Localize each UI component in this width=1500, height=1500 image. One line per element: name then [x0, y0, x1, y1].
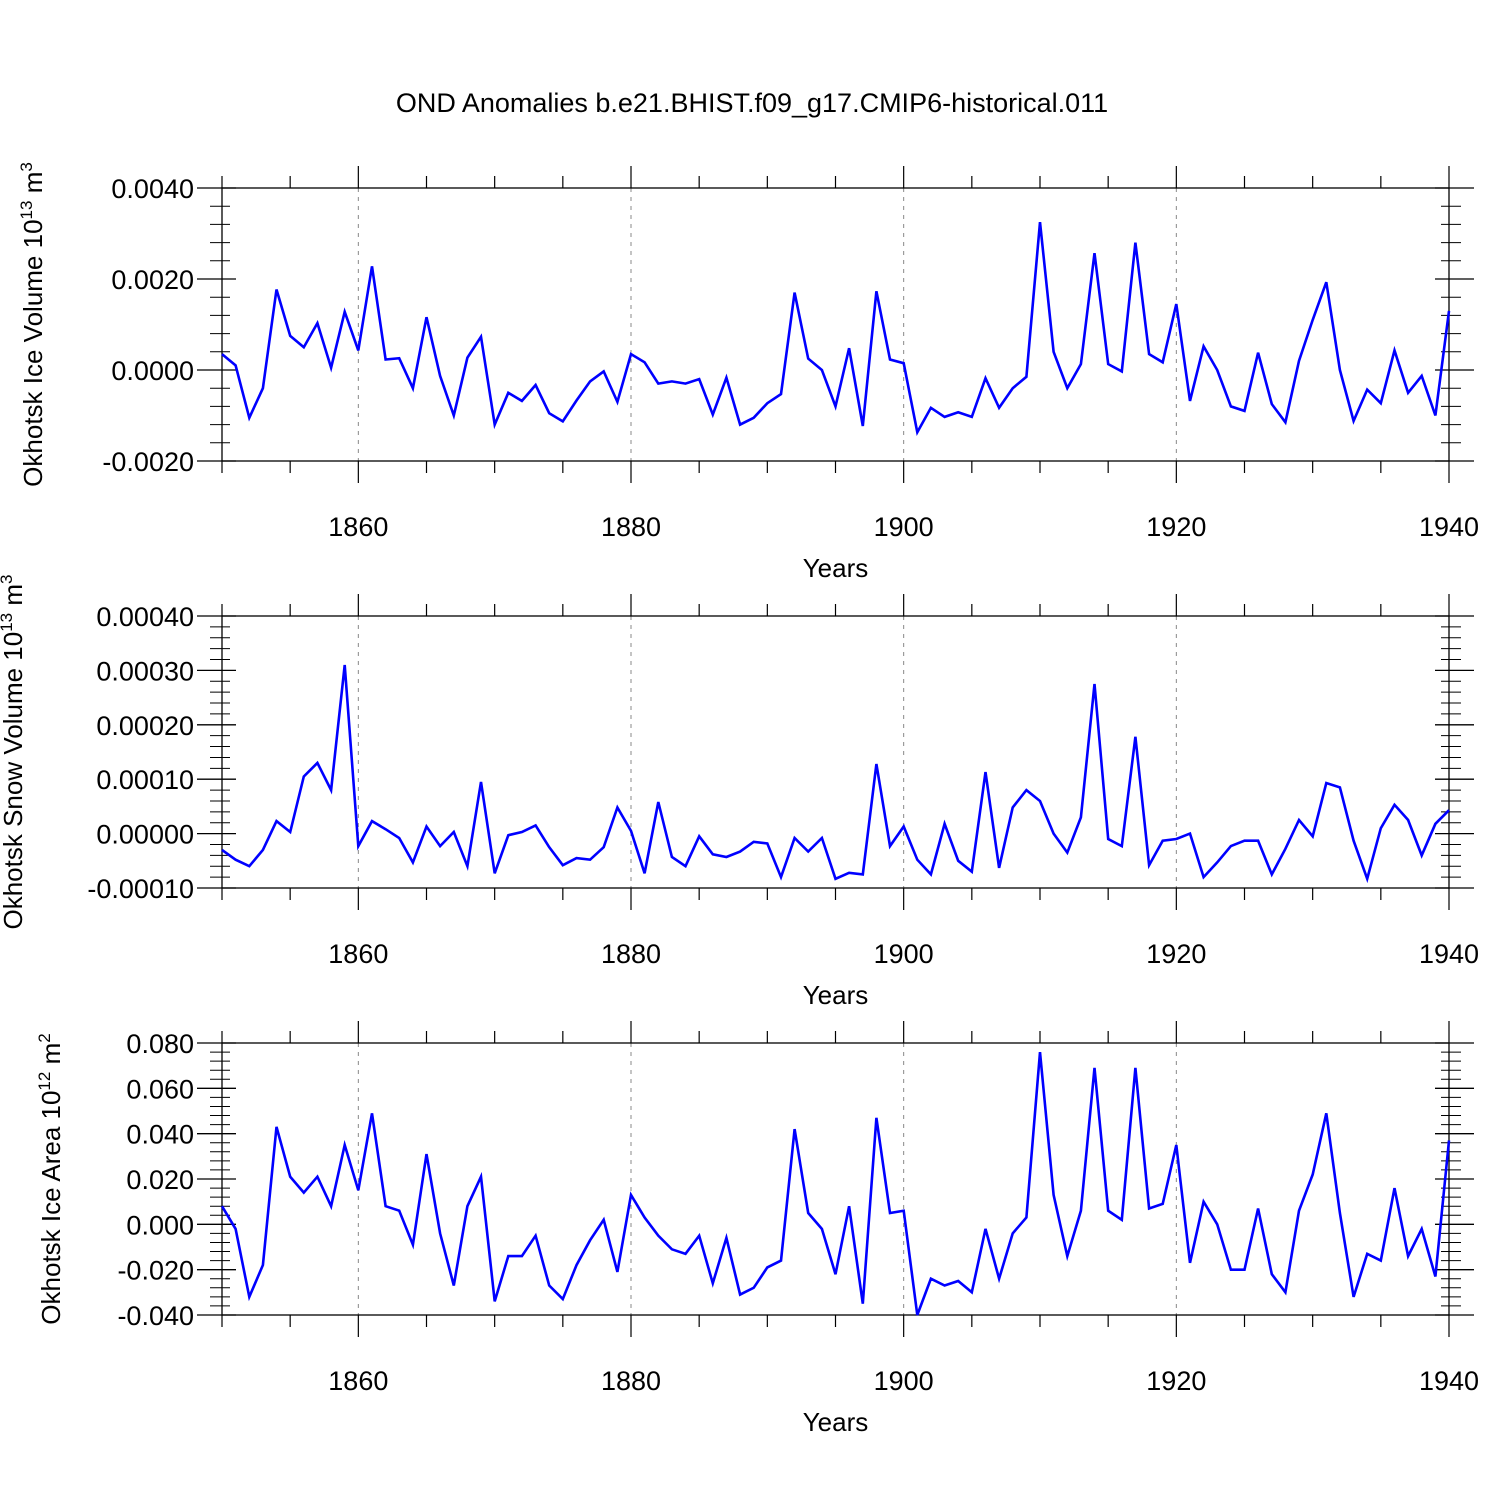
y-tick-label: 0.0000 — [111, 356, 194, 386]
chart-panel-2: -0.00010 0.00000 0.00010 0.00020 0.00030 0.00… — [0, 575, 1479, 1011]
x-tick-label: 1860 — [328, 512, 388, 542]
y-tick-label: 0.00010 — [96, 765, 194, 795]
x-tick-label: 1880 — [601, 939, 661, 969]
x-tick-label: 1940 — [1419, 1366, 1479, 1396]
y-tick-label: -0.040 — [117, 1301, 194, 1331]
y-axis-label: Okhotsk Snow Volume 1013 m3 — [0, 575, 28, 930]
y-tick-label: 0.00040 — [96, 602, 194, 632]
y-tick-label: 0.00000 — [96, 820, 194, 850]
plot-frame — [221, 187, 1450, 462]
y-tick-label: -0.0020 — [102, 447, 194, 477]
x-tick-label: 1940 — [1419, 939, 1479, 969]
chart-panel-3: -0.040 -0.020 0.000 0.020 0.040 0.060 0.080 186… — [35, 1021, 1479, 1437]
y-tick-label: 0.060 — [126, 1074, 194, 1104]
y-tick-label: -0.00010 — [87, 874, 194, 904]
x-tick-label: 1880 — [601, 1366, 661, 1396]
y-axis-label: Okhotsk Ice Volume 1013 m3 — [17, 162, 48, 487]
y-tick-label: 0.0020 — [111, 265, 194, 295]
y-tick-label: 0.00020 — [96, 711, 194, 741]
x-axis-label: Years — [803, 1407, 869, 1437]
x-tick-label: 1860 — [328, 939, 388, 969]
x-tick-label: 1920 — [1146, 1366, 1206, 1396]
plot-frame — [221, 615, 1450, 889]
y-tick-label: 0.080 — [126, 1029, 194, 1059]
x-tick-label: 1860 — [328, 1366, 388, 1396]
series-line — [221, 221, 1451, 437]
chart-panel-1: -0.0020 0.0000 0.0020 0.0040 1860 1880 1900 192… — [17, 162, 1479, 583]
y-tick-label: -0.020 — [117, 1256, 194, 1286]
y-tick-label: 0.0040 — [111, 174, 194, 204]
x-axis-label: Years — [803, 553, 869, 583]
x-tick-label: 1880 — [601, 512, 661, 542]
series-line — [221, 664, 1450, 884]
y-tick-label: 0.00030 — [96, 656, 194, 686]
y-tick-label: 0.000 — [126, 1210, 194, 1240]
chart-title: OND Anomalies b.e21.BHIST.f09_g17.CMIP6-… — [396, 88, 1108, 118]
x-tick-label: 1900 — [874, 939, 934, 969]
x-axis-label: Years — [803, 980, 869, 1010]
x-tick-label: 1920 — [1146, 939, 1206, 969]
x-tick-label: 1900 — [874, 512, 934, 542]
y-tick-label: 0.040 — [126, 1120, 194, 1150]
x-tick-label: 1940 — [1419, 512, 1479, 542]
series-line — [220, 1051, 1451, 1316]
y-tick-label: 0.020 — [126, 1165, 194, 1195]
y-axis-label: Okhotsk Ice Area 1012 m2 — [35, 1033, 66, 1324]
x-tick-label: 1920 — [1146, 512, 1206, 542]
x-tick-label: 1900 — [874, 1366, 934, 1396]
